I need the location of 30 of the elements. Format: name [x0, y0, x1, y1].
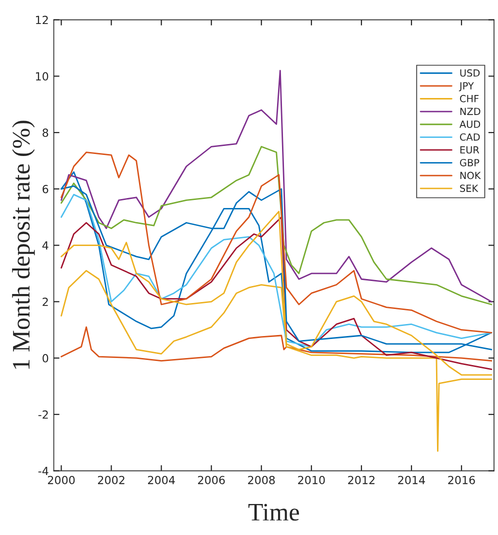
y-tick-label: 0	[42, 354, 48, 362]
x-tick-label: 2006	[198, 476, 225, 484]
legend-label: EUR	[460, 146, 480, 154]
legend-label: JPY	[458, 82, 474, 92]
legend-label: NOK	[460, 172, 481, 180]
x-tick-label: 2004	[148, 476, 175, 484]
x-tick-label: 2014	[398, 476, 425, 484]
legend-label: CHF	[460, 94, 479, 102]
x-tick-label: 2008	[248, 476, 275, 484]
legend-label: SEK	[460, 184, 478, 192]
y-tick-label: 2	[42, 298, 48, 306]
x-tick-label: 2012	[348, 476, 374, 484]
y-tick-label: 6	[42, 184, 48, 194]
legend-label: USD	[460, 69, 480, 77]
legend-label: NZD	[460, 108, 480, 115]
x-tick-label: 2010	[298, 476, 325, 484]
x-tick-label: 2000	[48, 476, 75, 484]
x-tick-label: 2016	[448, 476, 475, 484]
x-tick-label: 2002	[98, 476, 124, 484]
x-axis-title: Time	[248, 504, 299, 521]
legend-label: CAD	[460, 133, 480, 141]
y-tick-label: 12	[36, 16, 48, 24]
y-axis-title: 1 Month deposit rate (%)	[12, 120, 35, 369]
y-tick-label: 8	[42, 128, 48, 137]
legend-label: AUD	[460, 120, 480, 128]
y-tick-label: -4	[38, 466, 48, 476]
y-tick-label: 4	[42, 241, 48, 250]
y-tick-label: -2	[38, 410, 48, 419]
y-tick-label: 10	[36, 72, 48, 81]
legend-label: GBP	[460, 158, 480, 166]
